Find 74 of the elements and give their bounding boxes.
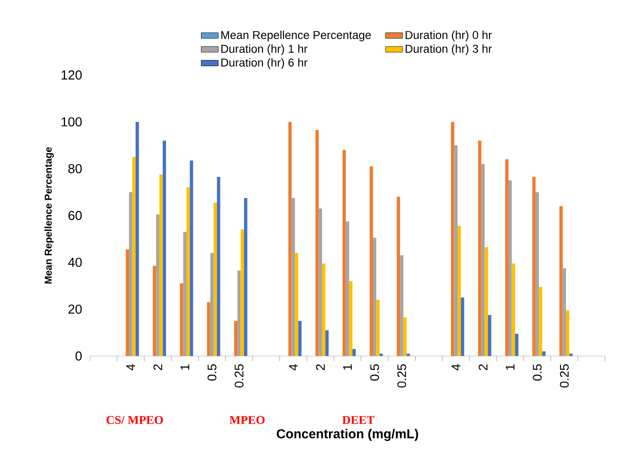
- bar: [460, 297, 464, 356]
- bar: [403, 317, 407, 356]
- y-tick-label: 80: [68, 164, 82, 174]
- x-axis-title: Concentration (mg/mL): [276, 428, 418, 441]
- legend-label: Duration (hr) 6 hr: [221, 58, 308, 69]
- y-tick-label: 40: [68, 258, 82, 267]
- bar: [136, 122, 139, 356]
- legend-label: Duration (hr) 1 hr: [221, 44, 308, 56]
- bar: [538, 286, 542, 356]
- bar: [532, 176, 536, 356]
- bar: [315, 130, 319, 356]
- bar: [478, 140, 482, 356]
- legend-label: Duration (hr) 0 hr: [406, 30, 492, 42]
- bar: [559, 206, 563, 356]
- bar: [370, 166, 373, 356]
- text: CS/ MPEO: [106, 416, 163, 424]
- bar: [342, 150, 346, 356]
- y-axis-title: Mean Repellence Percentage: [44, 147, 54, 284]
- x-tick-label: 0.5: [532, 364, 542, 381]
- x-tick-label: 4: [452, 364, 460, 370]
- bar: [325, 330, 329, 356]
- x-tick-label: 2: [153, 364, 162, 370]
- x-tick-label: 0.25: [397, 364, 406, 388]
- x-tick-label: 1: [180, 364, 190, 370]
- bar: [240, 230, 244, 356]
- bar: [186, 187, 190, 356]
- bar: [515, 334, 518, 356]
- x-tick-label: 0.5: [370, 364, 380, 381]
- x-tick-label: 0.5: [208, 364, 216, 381]
- bar: [132, 156, 136, 356]
- text: DEET: [342, 416, 374, 424]
- x-tick-label: 4: [126, 364, 135, 370]
- bar: [512, 264, 516, 356]
- bar: [542, 351, 546, 356]
- x-tick-label: 1: [506, 364, 514, 370]
- bar: [376, 300, 380, 356]
- y-tick-label: 120: [62, 70, 82, 80]
- x-tick-label: 0.25: [234, 364, 244, 388]
- y-tick-label: 20: [68, 304, 82, 314]
- bar: [349, 281, 352, 356]
- bar: [288, 122, 292, 356]
- bar: [484, 247, 488, 356]
- x-tick-label: 1: [343, 364, 352, 370]
- bar: [458, 226, 461, 356]
- bar: [488, 315, 492, 356]
- y-tick-label: 60: [68, 210, 82, 220]
- y-tick-label: 100: [62, 117, 82, 126]
- bar: [396, 196, 400, 356]
- bar: [126, 249, 130, 356]
- bar: [214, 202, 217, 356]
- bar: [244, 198, 248, 356]
- text: MPEO: [229, 416, 265, 424]
- bar: [505, 159, 508, 356]
- x-tick-label: 4: [289, 364, 298, 370]
- bar: [180, 283, 184, 356]
- bar: [450, 122, 454, 356]
- bar: [216, 176, 220, 356]
- bar: [234, 320, 238, 356]
- x-tick-label: 2: [478, 364, 488, 370]
- bar: [190, 160, 194, 356]
- bar: [207, 302, 210, 356]
- bar: [322, 264, 326, 356]
- bar: [566, 310, 570, 356]
- bar: [352, 348, 356, 356]
- bar: [152, 266, 156, 356]
- legend-label: Duration (hr) 3 hr: [406, 44, 492, 56]
- x-tick-label: 0.25: [560, 364, 569, 388]
- bar: [294, 252, 298, 356]
- y-tick-label: 0: [76, 351, 82, 361]
- legend-label: Mean Repellence Percentage: [221, 30, 371, 42]
- bar: [159, 174, 163, 356]
- bar: [298, 320, 302, 356]
- x-tick-label: 2: [316, 364, 325, 370]
- bar: [162, 140, 166, 356]
